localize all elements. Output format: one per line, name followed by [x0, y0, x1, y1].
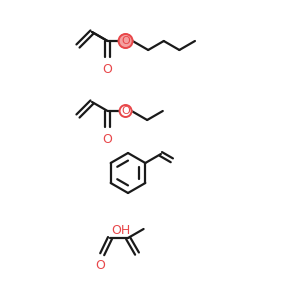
Circle shape: [120, 105, 132, 117]
Text: O: O: [95, 259, 105, 272]
Text: O: O: [121, 106, 130, 116]
Text: O: O: [103, 63, 112, 76]
Text: O: O: [121, 36, 130, 46]
Text: O: O: [103, 133, 112, 146]
Text: OH: OH: [111, 224, 130, 236]
Circle shape: [118, 34, 133, 48]
